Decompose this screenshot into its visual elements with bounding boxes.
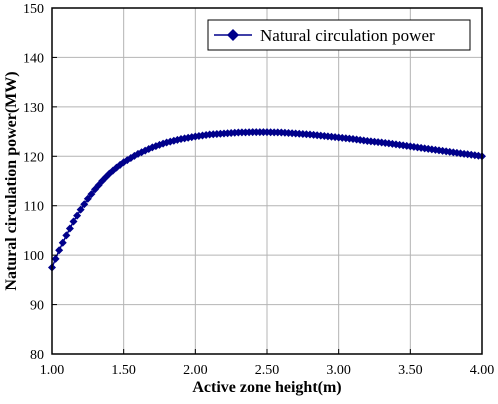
grid-lines [52, 8, 482, 354]
x-axis-title: Active zone height(m) [192, 379, 341, 396]
y-axis-title: Natural circulation power(MW) [3, 71, 20, 290]
y-tick-label: 80 [30, 348, 44, 363]
data-point [55, 246, 64, 255]
data-point [83, 194, 92, 203]
y-tick-label: 130 [23, 101, 44, 116]
x-tick-label: 2.50 [255, 363, 280, 378]
x-tick-label: 4.00 [470, 363, 495, 378]
legend: Natural circulation power [207, 19, 471, 51]
y-tick-label: 90 [30, 299, 44, 314]
data-point [69, 217, 78, 226]
y-tick-label: 110 [24, 200, 44, 215]
axis-ticks: 1.00 1.50 2.00 2.50 3.00 3.50 4.00 80 90 100 110 12… [23, 2, 494, 378]
data-point [62, 231, 71, 240]
data-point [58, 238, 67, 247]
series-layer [48, 128, 486, 272]
data-point [73, 211, 82, 220]
y-tick-label: 100 [23, 249, 44, 264]
y-tick-label: 120 [23, 150, 44, 165]
data-point [80, 200, 89, 209]
data-point [51, 254, 60, 263]
legend-marker-diamond [227, 29, 239, 41]
x-tick-label: 1.00 [40, 363, 65, 378]
y-tick-label: 150 [23, 2, 44, 17]
data-point [87, 190, 96, 199]
x-tick-label: 2.00 [183, 363, 208, 378]
legend-label: Natural circulation power [260, 26, 435, 45]
y-tick-label: 140 [23, 51, 44, 66]
x-tick-label: 3.00 [326, 363, 351, 378]
data-point [76, 205, 85, 214]
data-point [65, 224, 74, 233]
x-tick-label: 1.50 [111, 363, 136, 378]
x-tick-label: 3.50 [398, 363, 423, 378]
